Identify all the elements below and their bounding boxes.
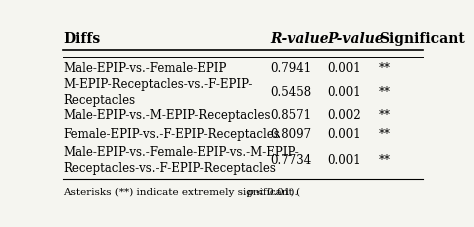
Text: P-value: P-value [328, 32, 384, 47]
Text: Male-EPIP-vs.-Female-EPIP: Male-EPIP-vs.-Female-EPIP [63, 62, 226, 75]
Text: **: ** [379, 128, 391, 141]
Text: 0.8097: 0.8097 [271, 128, 311, 141]
Text: **: ** [379, 154, 391, 167]
Text: 0.7941: 0.7941 [271, 62, 311, 75]
Text: Asterisks (**) indicate extremely significant (: Asterisks (**) indicate extremely signif… [63, 188, 300, 197]
Text: Diffs: Diffs [63, 32, 100, 47]
Text: 0.001: 0.001 [328, 86, 361, 99]
Text: **: ** [379, 109, 391, 122]
Text: p: p [246, 188, 253, 197]
Text: 0.001: 0.001 [328, 154, 361, 167]
Text: 0.002: 0.002 [328, 109, 361, 122]
Text: Male-EPIP-vs.-M-EPIP-Receptacles: Male-EPIP-vs.-M-EPIP-Receptacles [63, 109, 271, 122]
Text: Significant: Significant [379, 32, 465, 47]
Text: 0.5458: 0.5458 [271, 86, 311, 99]
Text: **: ** [379, 62, 391, 75]
Text: **: ** [379, 86, 391, 99]
Text: 0.001: 0.001 [328, 128, 361, 141]
Text: 0.7734: 0.7734 [271, 154, 312, 167]
Text: Female-EPIP-vs.-F-EPIP-Receptacles: Female-EPIP-vs.-F-EPIP-Receptacles [63, 128, 280, 141]
Text: 0.001: 0.001 [328, 62, 361, 75]
Text: R-value: R-value [271, 32, 329, 47]
Text: < 0.01).: < 0.01). [252, 188, 298, 197]
Text: Male-EPIP-vs.-Female-EPIP-vs.-M-EPIP-
Receptacles-vs.-F-EPIP-Receptacles: Male-EPIP-vs.-Female-EPIP-vs.-M-EPIP- Re… [63, 146, 299, 175]
Text: 0.8571: 0.8571 [271, 109, 311, 122]
Text: M-EPIP-Receptacles-vs.-F-EPIP-
Receptacles: M-EPIP-Receptacles-vs.-F-EPIP- Receptacl… [63, 78, 252, 107]
